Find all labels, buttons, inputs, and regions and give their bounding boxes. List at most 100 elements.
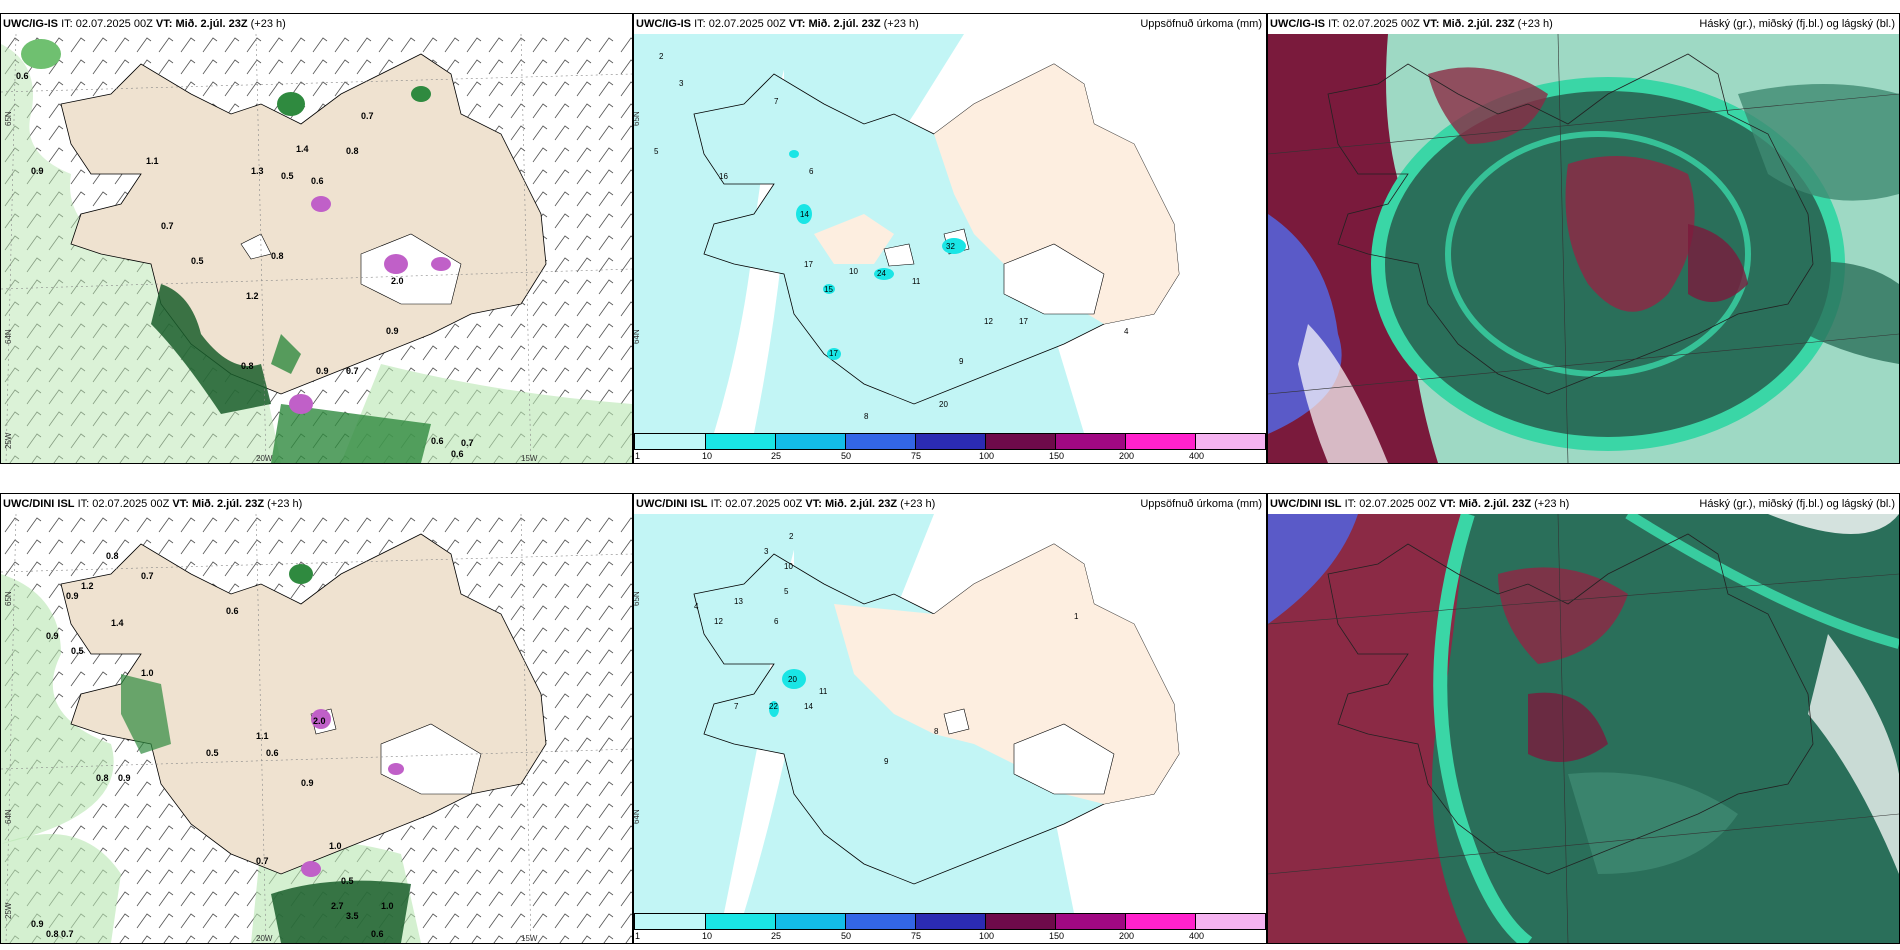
colorbar-label: 200: [1119, 451, 1135, 461]
gust-value: 0.8: [106, 551, 119, 561]
gust-value: 0.5: [191, 256, 204, 266]
precip-colorbar: 1 10 25 50 75 100 150 200 400: [634, 913, 1266, 943]
precip-value: 12: [714, 617, 723, 626]
gust-value: 0.7: [61, 929, 74, 939]
colorbar-label: 75: [911, 451, 922, 461]
panel-header: UWC/IG-IS IT: 02.07.2025 00Z VT: Mið. 2.…: [1268, 14, 1899, 34]
colorbar-label: 75: [911, 931, 922, 941]
precip-value: 3: [679, 79, 684, 88]
lon-label-right: 15W: [521, 934, 538, 943]
lon-label-left: 20W: [256, 454, 273, 463]
gust-value: 0.9: [301, 778, 314, 788]
precip-value: 20: [788, 675, 797, 684]
cloud-title: Háský (gr.), miðský (fj.bl.) og lágský (…: [1699, 18, 1895, 30]
precip-value: 17: [829, 349, 838, 358]
precip-map: 2 3 5 7 6 14 16 17 10 15 17 24 11 32 17 …: [634, 34, 1266, 433]
gust-value: 0.6: [311, 176, 324, 186]
colorbar-label: 400: [1189, 931, 1205, 941]
precip-value: 9: [884, 757, 889, 766]
colorbar-swatch: [634, 913, 705, 930]
colorbar-swatch: [1195, 913, 1266, 930]
gust-value: 1.0: [329, 841, 342, 851]
row2-precip-panel: UWC/DINI ISL IT: 02.07.2025 00Z VT: Mið.…: [633, 493, 1267, 944]
precip-value: 6: [774, 617, 779, 626]
colorbar-label: 10: [702, 931, 713, 941]
lon-label-left: 20W: [256, 934, 273, 943]
gust-value: 0.9: [386, 326, 399, 336]
colorbar-swatch: [985, 433, 1055, 450]
colorbar-swatch: [845, 913, 915, 930]
gust-value: 0.6: [16, 71, 29, 81]
gust-value: 0.8: [96, 773, 109, 783]
panel-header: UWC/IG-IS IT: 02.07.2025 00Z VT: Mið. 2.…: [634, 14, 1266, 34]
gust-value: 0.5: [341, 876, 354, 886]
lon-label-far: 25W: [4, 902, 13, 919]
colorbar-label: 1: [635, 451, 641, 461]
colorbar-label: 50: [841, 451, 852, 461]
precip-value: 14: [800, 210, 809, 219]
gust-value: 0.7: [161, 221, 174, 231]
precip-value: 8: [864, 412, 869, 421]
precip-value: 1: [1074, 612, 1079, 621]
precip-value: 32: [946, 242, 955, 251]
gust-value: 0.9: [31, 919, 44, 929]
gust-value: 1.1: [256, 731, 269, 741]
gust-value: 0.7: [256, 856, 269, 866]
colorbar-swatch: [775, 433, 845, 450]
gust-value: 0.9: [31, 166, 44, 176]
precip-value: 14: [804, 702, 813, 711]
precip-value: 11: [912, 277, 921, 286]
precip-value: 10: [849, 267, 858, 276]
colorbar-swatch: [1055, 913, 1125, 930]
gust-value: 1.4: [111, 618, 124, 628]
colorbar-label: 400: [1189, 451, 1205, 461]
gust-value: 0.6: [266, 748, 279, 758]
gust-value: 1.3: [251, 166, 264, 176]
colorbar-swatch: [985, 913, 1055, 930]
gust-value: 0.7: [461, 438, 474, 448]
precip-value: 16: [719, 172, 728, 181]
gust-value: 0.8: [241, 361, 254, 371]
panel-header: UWC/DINI ISL IT: 02.07.2025 00Z VT: Mið.…: [1268, 494, 1899, 514]
lat-label-bottom: 64N: [633, 329, 641, 344]
colorbar-swatch: [915, 913, 985, 930]
panel-header: UWC/IG-IS IT: 02.07.2025 00Z VT: Mið. 2.…: [1, 14, 632, 34]
gust-value: 2.0: [313, 716, 326, 726]
gust-value: 0.6: [226, 606, 239, 616]
row2-cloud-panel: UWC/DINI ISL IT: 02.07.2025 00Z VT: Mið.…: [1267, 493, 1900, 944]
colorbar-swatch: [1195, 433, 1266, 450]
colorbar-swatch: [1055, 433, 1125, 450]
lon-label-far: 25W: [4, 432, 13, 449]
lat-label-top: 65N: [4, 591, 13, 606]
gust-value: 3.5: [346, 911, 359, 921]
colorbar-label: 50: [841, 931, 852, 941]
gust-value: 2.0: [391, 276, 404, 286]
precip-value: 4: [1124, 327, 1129, 336]
gust-value: 1.0: [141, 668, 154, 678]
cloud-cover-map: [1268, 34, 1899, 463]
precip-value: 4: [694, 602, 699, 611]
colorbar-label: 200: [1119, 931, 1135, 941]
row2-wind-panel: UWC/DINI ISL IT: 02.07.2025 00Z VT: Mið.…: [0, 493, 633, 944]
colorbar-label: 25: [771, 931, 782, 941]
colorbar-swatch: [634, 433, 705, 450]
colorbar-swatch: [845, 433, 915, 450]
panel-header: UWC/DINI ISL IT: 02.07.2025 00Z VT: Mið.…: [634, 494, 1266, 514]
gust-value: 1.4: [296, 144, 309, 154]
precip-value: 2: [789, 532, 794, 541]
gust-value: 0.6: [431, 436, 444, 446]
lat-label-top: 65N: [633, 591, 641, 606]
gust-value: 0.6: [451, 449, 464, 459]
gust-value: 1.2: [81, 581, 94, 591]
precip-colorbar: 1 10 25 50 75 100 150 200 400: [634, 433, 1266, 463]
precip-value: 6: [809, 167, 814, 176]
gust-value: 0.8: [46, 929, 59, 939]
precip-value: 5: [654, 147, 659, 156]
colorbar-swatch: [705, 913, 775, 930]
colorbar-swatch: [915, 433, 985, 450]
colorbar-label: 100: [979, 931, 995, 941]
gust-value: 0.5: [71, 646, 84, 656]
gust-value: 1.1: [146, 156, 159, 166]
lat-label-bottom: 64N: [633, 809, 641, 824]
precip-value: 24: [877, 269, 886, 278]
